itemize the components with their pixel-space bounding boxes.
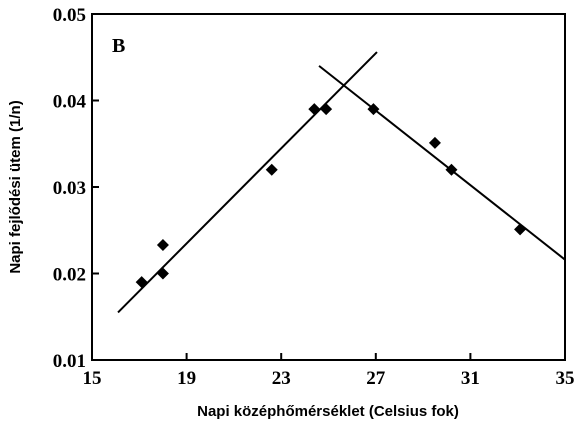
fit-line bbox=[117, 51, 378, 314]
x-tick-label: 15 bbox=[83, 368, 102, 389]
y-tick-label: 0.02 bbox=[53, 265, 86, 286]
x-axis-label: Napi középhőmérséklet (Celsius fok) bbox=[197, 403, 459, 420]
y-tick-label: 0.04 bbox=[53, 92, 87, 113]
x-tick-label: 31 bbox=[461, 368, 480, 389]
x-tick-label: 23 bbox=[272, 368, 291, 389]
data-point bbox=[514, 223, 527, 236]
data-point bbox=[156, 267, 169, 280]
data-point bbox=[265, 163, 278, 176]
y-tick-label: 0.05 bbox=[53, 5, 86, 26]
data-point bbox=[135, 276, 148, 289]
y-tick-label: 0.01 bbox=[53, 351, 86, 372]
data-point bbox=[156, 238, 169, 251]
y-axis-label: Napi fejlődési ütem (1/n) bbox=[7, 100, 24, 273]
data-point bbox=[308, 103, 321, 116]
x-tick-label: 27 bbox=[366, 368, 386, 389]
plot-frame bbox=[91, 13, 566, 361]
data-point bbox=[367, 103, 380, 116]
x-tick-label: 19 bbox=[177, 368, 196, 389]
panel-label: B bbox=[112, 35, 125, 57]
fit-line bbox=[318, 65, 566, 261]
data-point bbox=[445, 163, 458, 176]
x-tick-label: 35 bbox=[556, 368, 575, 389]
data-point bbox=[428, 136, 441, 149]
data-point bbox=[320, 103, 333, 116]
y-tick-label: 0.03 bbox=[53, 178, 86, 199]
